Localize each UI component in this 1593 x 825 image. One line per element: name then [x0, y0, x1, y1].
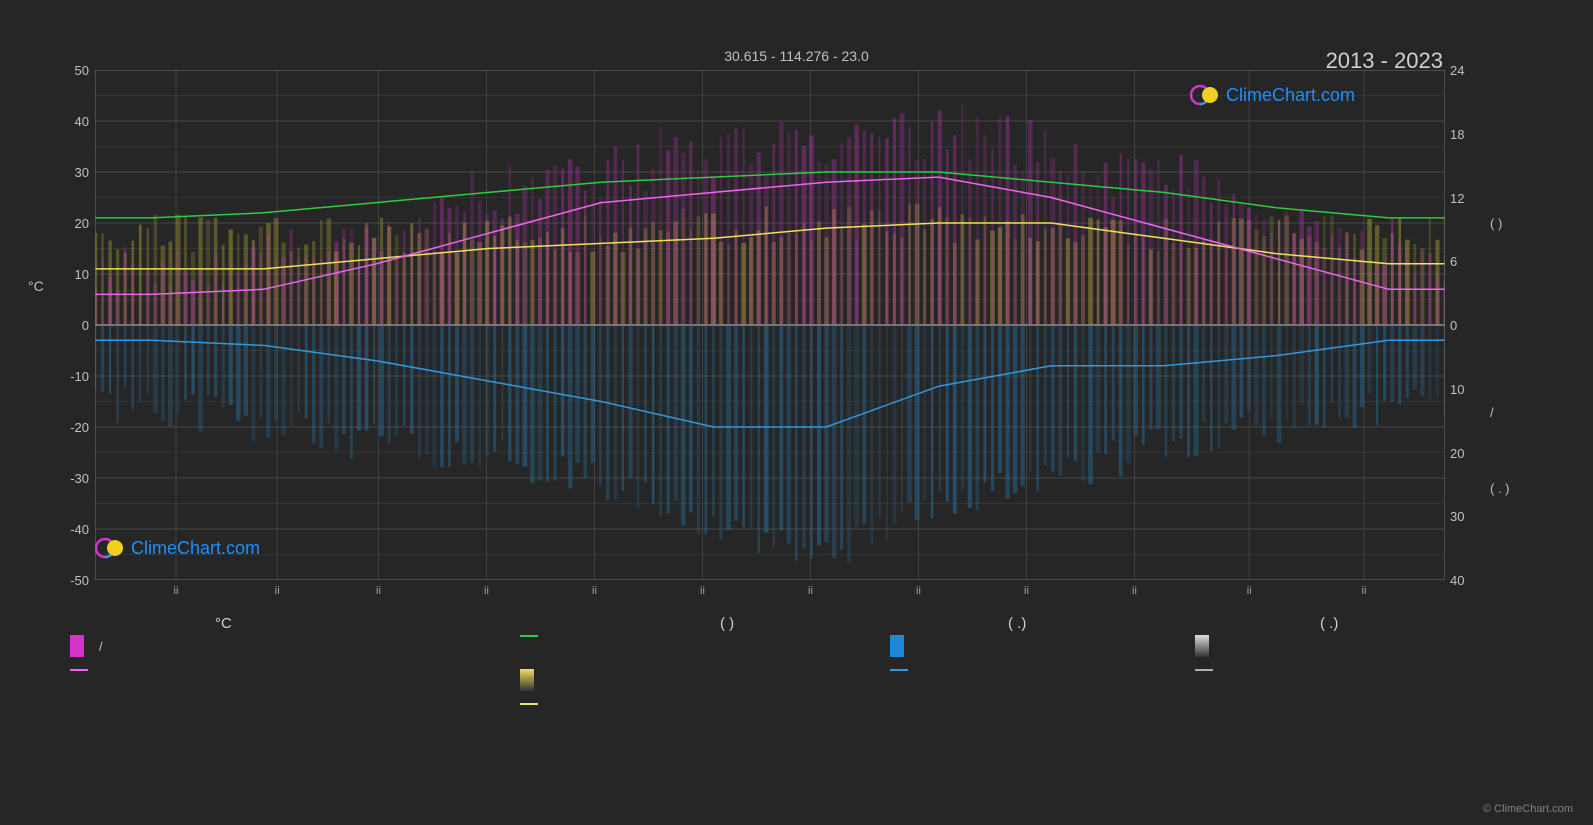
legend-header-label: ( ) — [720, 615, 734, 632]
x-tick: ii — [916, 585, 921, 597]
y-tick-left: 20 — [49, 216, 89, 231]
legend-swatch — [890, 635, 904, 657]
legend-swatch — [70, 669, 88, 671]
y-tick-left: 0 — [49, 318, 89, 333]
y-tick-left: -20 — [49, 420, 89, 435]
right-axis-unit-top: ( ) — [1490, 216, 1502, 231]
y-tick-left: 40 — [49, 114, 89, 129]
brand-text-top: ClimeChart.com — [1226, 85, 1355, 106]
y-tick-right: 10 — [1450, 382, 1464, 397]
legend-item — [890, 635, 1090, 657]
y-tick-left: -30 — [49, 471, 89, 486]
legend-item — [520, 703, 720, 705]
brand-text-bottom: ClimeChart.com — [131, 538, 260, 559]
x-tick: ii — [1132, 585, 1137, 597]
x-tick: ii — [1247, 585, 1252, 597]
x-tick: ii — [592, 585, 597, 597]
y-tick-right: 40 — [1450, 573, 1464, 588]
legend-swatch — [890, 669, 908, 671]
y-tick-left: -50 — [49, 573, 89, 588]
legend-item — [1195, 635, 1395, 657]
x-tick: ii — [275, 585, 280, 597]
y-tick-left: 30 — [49, 165, 89, 180]
y-tick-right: 0 — [1450, 318, 1457, 333]
legend-item: / — [70, 635, 270, 657]
y-tick-right: 30 — [1450, 509, 1464, 524]
y-tick-right: 6 — [1450, 254, 1457, 269]
y-tick-left: 10 — [49, 267, 89, 282]
x-tick: ii — [484, 585, 489, 597]
legend: °C ( ) ( .) ( .) / — [70, 615, 1523, 725]
legend-swatch — [520, 635, 538, 637]
footer-credit: © ClimeChart.com — [1483, 803, 1573, 815]
legend-swatch — [70, 635, 84, 657]
legend-item — [1195, 669, 1395, 671]
legend-item — [70, 669, 270, 671]
legend-item — [520, 635, 720, 637]
y-tick-right: 24 — [1450, 63, 1464, 78]
legend-item — [520, 669, 720, 691]
legend-swatch — [520, 669, 534, 691]
right-axis-unit-bottom: ( . ) — [1490, 481, 1510, 496]
chart-plot — [95, 70, 1445, 580]
x-tick: ii — [1024, 585, 1029, 597]
legend-swatch — [1195, 669, 1213, 671]
legend-label: / — [99, 639, 103, 654]
x-tick: ii — [376, 585, 381, 597]
y-tick-right: 12 — [1450, 191, 1464, 206]
y-tick-left: -10 — [49, 369, 89, 384]
x-tick: ii — [700, 585, 705, 597]
right-axis-unit-mid: / — [1490, 405, 1494, 420]
legend-swatch — [1195, 635, 1209, 657]
y-tick-left: 50 — [49, 63, 89, 78]
y-tick-right: 18 — [1450, 127, 1464, 142]
x-tick: ii — [808, 585, 813, 597]
y-tick-left: -40 — [49, 522, 89, 537]
y-tick-right: 20 — [1450, 446, 1464, 461]
brand-logo-top[interactable]: ClimeChart.com — [1190, 82, 1355, 108]
legend-header-label: ( .) — [1320, 615, 1338, 632]
legend-header-label: °C — [215, 615, 232, 632]
legend-swatch — [520, 703, 538, 705]
x-tick: ii — [174, 585, 179, 597]
legend-item — [890, 669, 1090, 671]
legend-header-label: ( .) — [1008, 615, 1026, 632]
brand-logo-bottom[interactable]: ClimeChart.com — [95, 535, 260, 561]
x-tick: ii — [1362, 585, 1367, 597]
y-axis-label-left: °C — [28, 278, 44, 294]
